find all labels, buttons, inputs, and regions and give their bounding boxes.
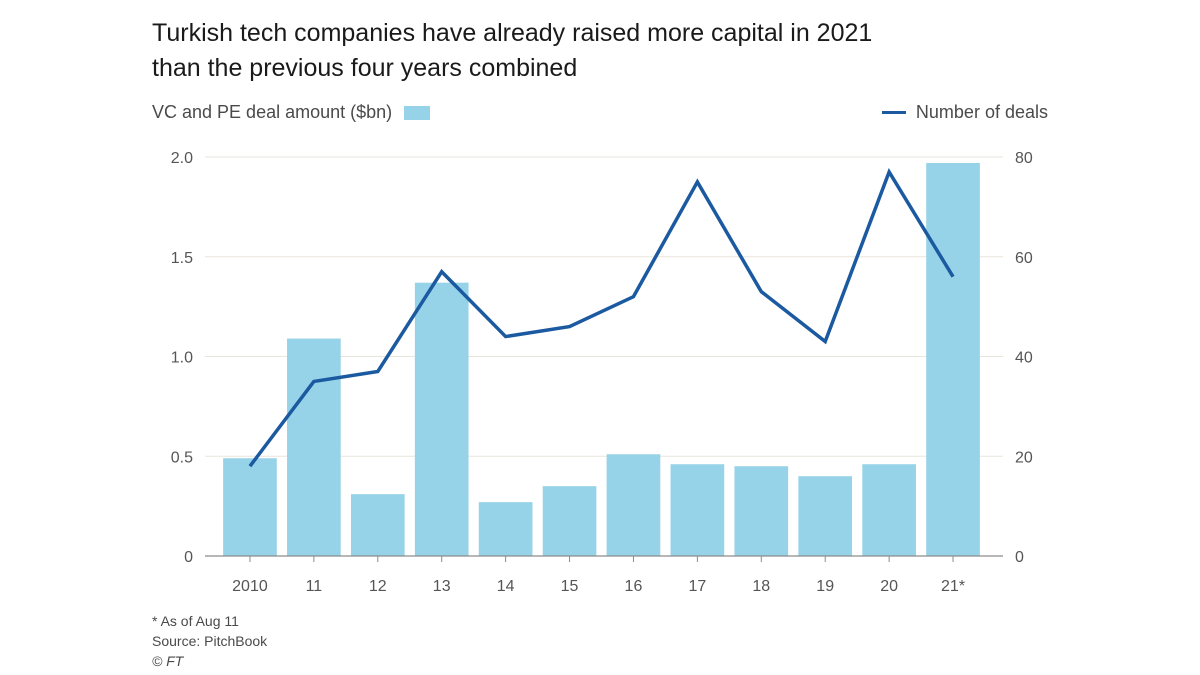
footnote-source: Source: PitchBook [152,633,268,649]
bar [478,502,533,556]
legend-bars-swatch [404,105,431,120]
y-left-tick-label: 1.0 [171,350,193,367]
y-left-tick-label: 0 [184,549,193,566]
chart-title-line-2: than the previous four years combined [152,54,578,82]
x-tick-label: 16 [625,578,643,595]
legend-bars-label: VC and PE deal amount ($bn) [152,102,393,122]
bar [542,486,597,556]
x-tick-label: 14 [497,578,515,595]
deals-line [248,167,955,468]
y-left-tick-label: 0.5 [171,449,193,466]
x-tick-label: 13 [433,578,451,595]
y-left-tick-label: 2.0 [171,150,193,167]
legend-bars: VC and PE deal amount ($bn) [152,102,431,123]
y-right-tick-label: 20 [1015,449,1033,466]
legend-line-swatch [881,111,906,114]
y-left-tick-label: 1.5 [171,250,193,267]
bar [926,162,980,557]
x-tick-label: 21* [941,578,965,595]
x-tick-label: 18 [752,578,770,595]
x-tick-label: 17 [688,578,706,595]
bar [670,464,725,556]
y-right-tick-label: 0 [1015,549,1024,566]
footnote-note: * As of Aug 11 [152,613,239,629]
bar [414,282,469,556]
chart-title: Turkish tech companies have already rais… [152,16,1052,86]
y-right-tick-label: 40 [1015,350,1033,367]
footnote-credit: © FT [152,653,184,669]
x-tick-label: 20 [880,578,898,595]
bar [223,458,277,556]
x-tick-label: 11 [306,578,323,595]
bar [287,338,341,556]
y-right-tick-label: 80 [1015,150,1033,167]
x-tick-label: 15 [561,578,579,595]
bar [606,454,661,556]
bar [862,464,916,556]
legend-line: Number of deals [881,102,1048,123]
x-tick-label: 19 [816,578,834,595]
x-tick-label: 12 [369,578,387,595]
legend-line-label: Number of deals [915,102,1048,122]
chart-title-line-1: Turkish tech companies have already rais… [152,19,873,47]
bar [734,466,789,556]
bar [798,476,853,556]
x-tick-label: 2010 [232,578,268,595]
footnotes: * As of Aug 11 Source: PitchBook © FT [152,611,267,671]
y-right-tick-label: 60 [1015,250,1033,267]
bar [350,494,405,556]
